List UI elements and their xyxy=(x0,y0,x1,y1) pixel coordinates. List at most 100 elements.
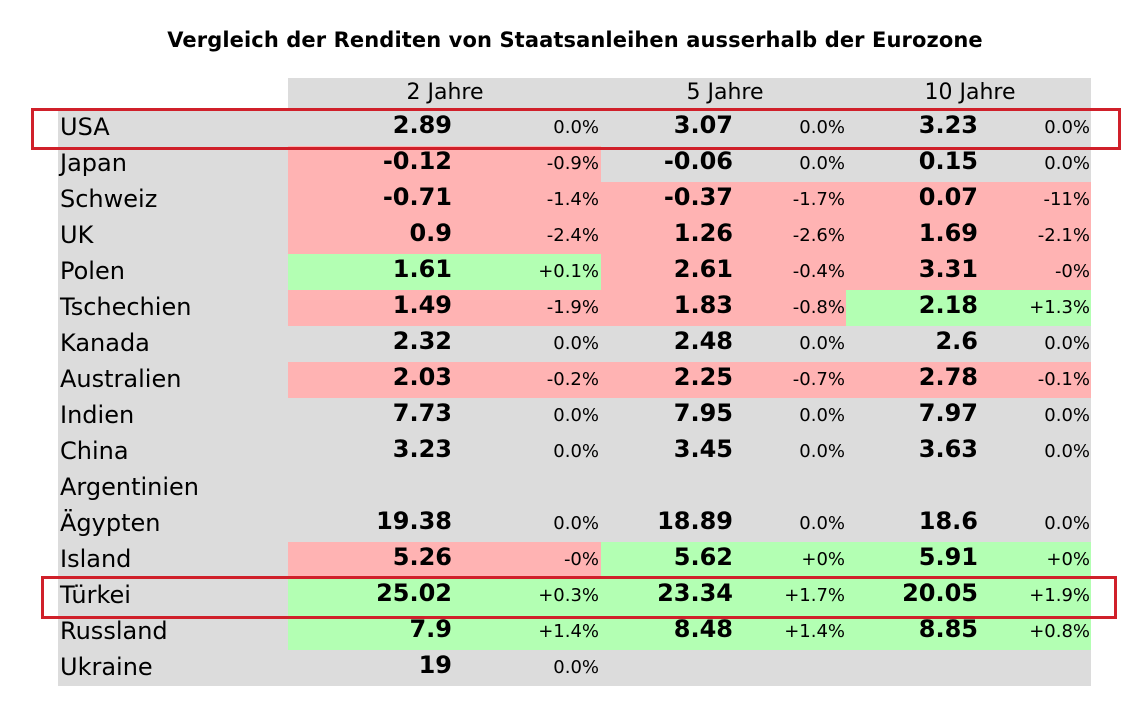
yield-value: -0.06 xyxy=(663,147,733,175)
trend-cell-up xyxy=(846,578,1091,614)
yield-value: 18.6 xyxy=(918,507,978,535)
country-label: Australien xyxy=(60,365,182,393)
column-header-5y: 5 Jahre xyxy=(686,80,764,105)
yield-change: -0.4% xyxy=(792,261,845,282)
yield-value: 1.69 xyxy=(918,219,978,247)
trend-cell-down xyxy=(601,254,846,290)
yield-change: 0.0% xyxy=(799,333,845,354)
trend-cell-down xyxy=(288,146,601,182)
yield-change: +0% xyxy=(1046,549,1090,570)
trend-cell-up xyxy=(846,290,1091,326)
yield-change: -11% xyxy=(1043,189,1090,210)
yield-change: 0.0% xyxy=(799,117,845,138)
yield-change: -0.7% xyxy=(792,369,845,390)
country-label: Polen xyxy=(60,257,125,285)
trend-cell-down xyxy=(288,218,601,254)
yield-change: 0.0% xyxy=(1044,153,1090,174)
table-row-uk: UK 0.9 -2.4% 1.26 -2.6% 1.69 -2.1% xyxy=(0,218,1130,254)
yield-value: 2.48 xyxy=(673,327,733,355)
yield-value: -0.12 xyxy=(382,147,452,175)
trend-cell-up xyxy=(601,578,846,614)
yield-change: +1.7% xyxy=(784,585,845,606)
column-header-2y: 2 Jahre xyxy=(406,80,484,105)
yield-change: +1.4% xyxy=(538,621,599,642)
yield-change: 0.0% xyxy=(553,441,599,462)
country-label: Kanada xyxy=(60,329,150,357)
country-label: UK xyxy=(60,221,94,249)
yield-value: 7.9 xyxy=(409,615,452,643)
yield-change: 0.0% xyxy=(1044,405,1090,426)
table-row-kanada: Kanada 2.32 0.0% 2.48 0.0% 2.6 0.0% xyxy=(0,326,1130,362)
yield-value: 3.31 xyxy=(918,255,978,283)
country-label: Japan xyxy=(60,149,127,177)
yield-change: -0.9% xyxy=(546,153,599,174)
yield-change: 0.0% xyxy=(799,513,845,534)
yield-change: +0% xyxy=(801,549,845,570)
yield-change: +1.4% xyxy=(784,621,845,642)
country-label: Schweiz xyxy=(60,185,158,213)
yield-change: -0.2% xyxy=(546,369,599,390)
trend-cell-up xyxy=(846,542,1091,578)
table-row-usa: USA 2.89 0.0% 3.07 0.0% 3.23 0.0% xyxy=(0,110,1130,146)
yield-value: 3.07 xyxy=(673,111,733,139)
yield-value: 0.15 xyxy=(918,147,978,175)
country-label: Türkei xyxy=(60,581,131,609)
yield-value: 2.89 xyxy=(392,111,452,139)
yield-value: 1.83 xyxy=(673,291,733,319)
yield-change: +0.3% xyxy=(538,585,599,606)
yield-value: 1.49 xyxy=(392,291,452,319)
trend-cell-down xyxy=(846,362,1091,398)
yield-change: -0.8% xyxy=(792,297,845,318)
yield-change: -0% xyxy=(1054,261,1090,282)
trend-cell-up xyxy=(601,614,846,650)
yield-change: 0.0% xyxy=(799,405,845,426)
table-row-indien: Indien 7.73 0.0% 7.95 0.0% 7.97 0.0% xyxy=(0,398,1130,434)
yield-value: 2.78 xyxy=(918,363,978,391)
yield-value: 2.6 xyxy=(935,327,978,355)
yield-value: -0.37 xyxy=(663,183,733,211)
yield-value: 19 xyxy=(418,651,452,679)
yield-change: +0.8% xyxy=(1029,621,1090,642)
yield-value: 20.05 xyxy=(902,579,978,607)
yield-value: 5.26 xyxy=(392,543,452,571)
yield-change: -0% xyxy=(563,549,599,570)
yield-value: 8.85 xyxy=(918,615,978,643)
yield-value: 5.91 xyxy=(918,543,978,571)
trend-cell-down xyxy=(846,182,1091,218)
yield-change: -2.1% xyxy=(1037,225,1090,246)
yield-value: 2.03 xyxy=(392,363,452,391)
yield-change: -1.7% xyxy=(792,189,845,210)
table-row-agypten: Ägypten 19.38 0.0% 18.89 0.0% 18.6 0.0% xyxy=(0,506,1130,542)
trend-cell-down xyxy=(288,362,601,398)
yield-value: 19.38 xyxy=(376,507,452,535)
yield-change: 0.0% xyxy=(799,153,845,174)
yield-change: +1.9% xyxy=(1029,585,1090,606)
yield-value: -0.71 xyxy=(382,183,452,211)
yield-value: 0.9 xyxy=(409,219,452,247)
yield-change: +1.3% xyxy=(1029,297,1090,318)
yield-value: 8.48 xyxy=(673,615,733,643)
trend-cell-down xyxy=(288,182,601,218)
yield-change: 0.0% xyxy=(799,441,845,462)
yield-value: 1.26 xyxy=(673,219,733,247)
yield-value: 3.23 xyxy=(918,111,978,139)
country-label: Island xyxy=(60,545,132,573)
table-row-schweiz: Schweiz -0.71 -1.4% -0.37 -1.7% 0.07 -11% xyxy=(0,182,1130,218)
yield-value: 2.32 xyxy=(392,327,452,355)
trend-cell-down xyxy=(846,254,1091,290)
column-header-10y: 10 Jahre xyxy=(924,80,1016,105)
yield-value: 7.95 xyxy=(673,399,733,427)
table-row-ukraine: Ukraine 19 0.0% xyxy=(0,650,1130,686)
table-row-argentinien: Argentinien xyxy=(0,470,1130,506)
trend-cell-up xyxy=(846,614,1091,650)
yield-change: 0.0% xyxy=(553,657,599,678)
country-label: Indien xyxy=(60,401,135,429)
yield-value: 0.07 xyxy=(918,183,978,211)
yield-change: -0.1% xyxy=(1037,369,1090,390)
trend-cell-up xyxy=(288,578,601,614)
yield-change: 0.0% xyxy=(1044,513,1090,534)
country-label: Russland xyxy=(60,617,168,645)
yield-value: 23.34 xyxy=(657,579,733,607)
yield-value: 1.61 xyxy=(392,255,452,283)
trend-cell-down xyxy=(601,182,846,218)
